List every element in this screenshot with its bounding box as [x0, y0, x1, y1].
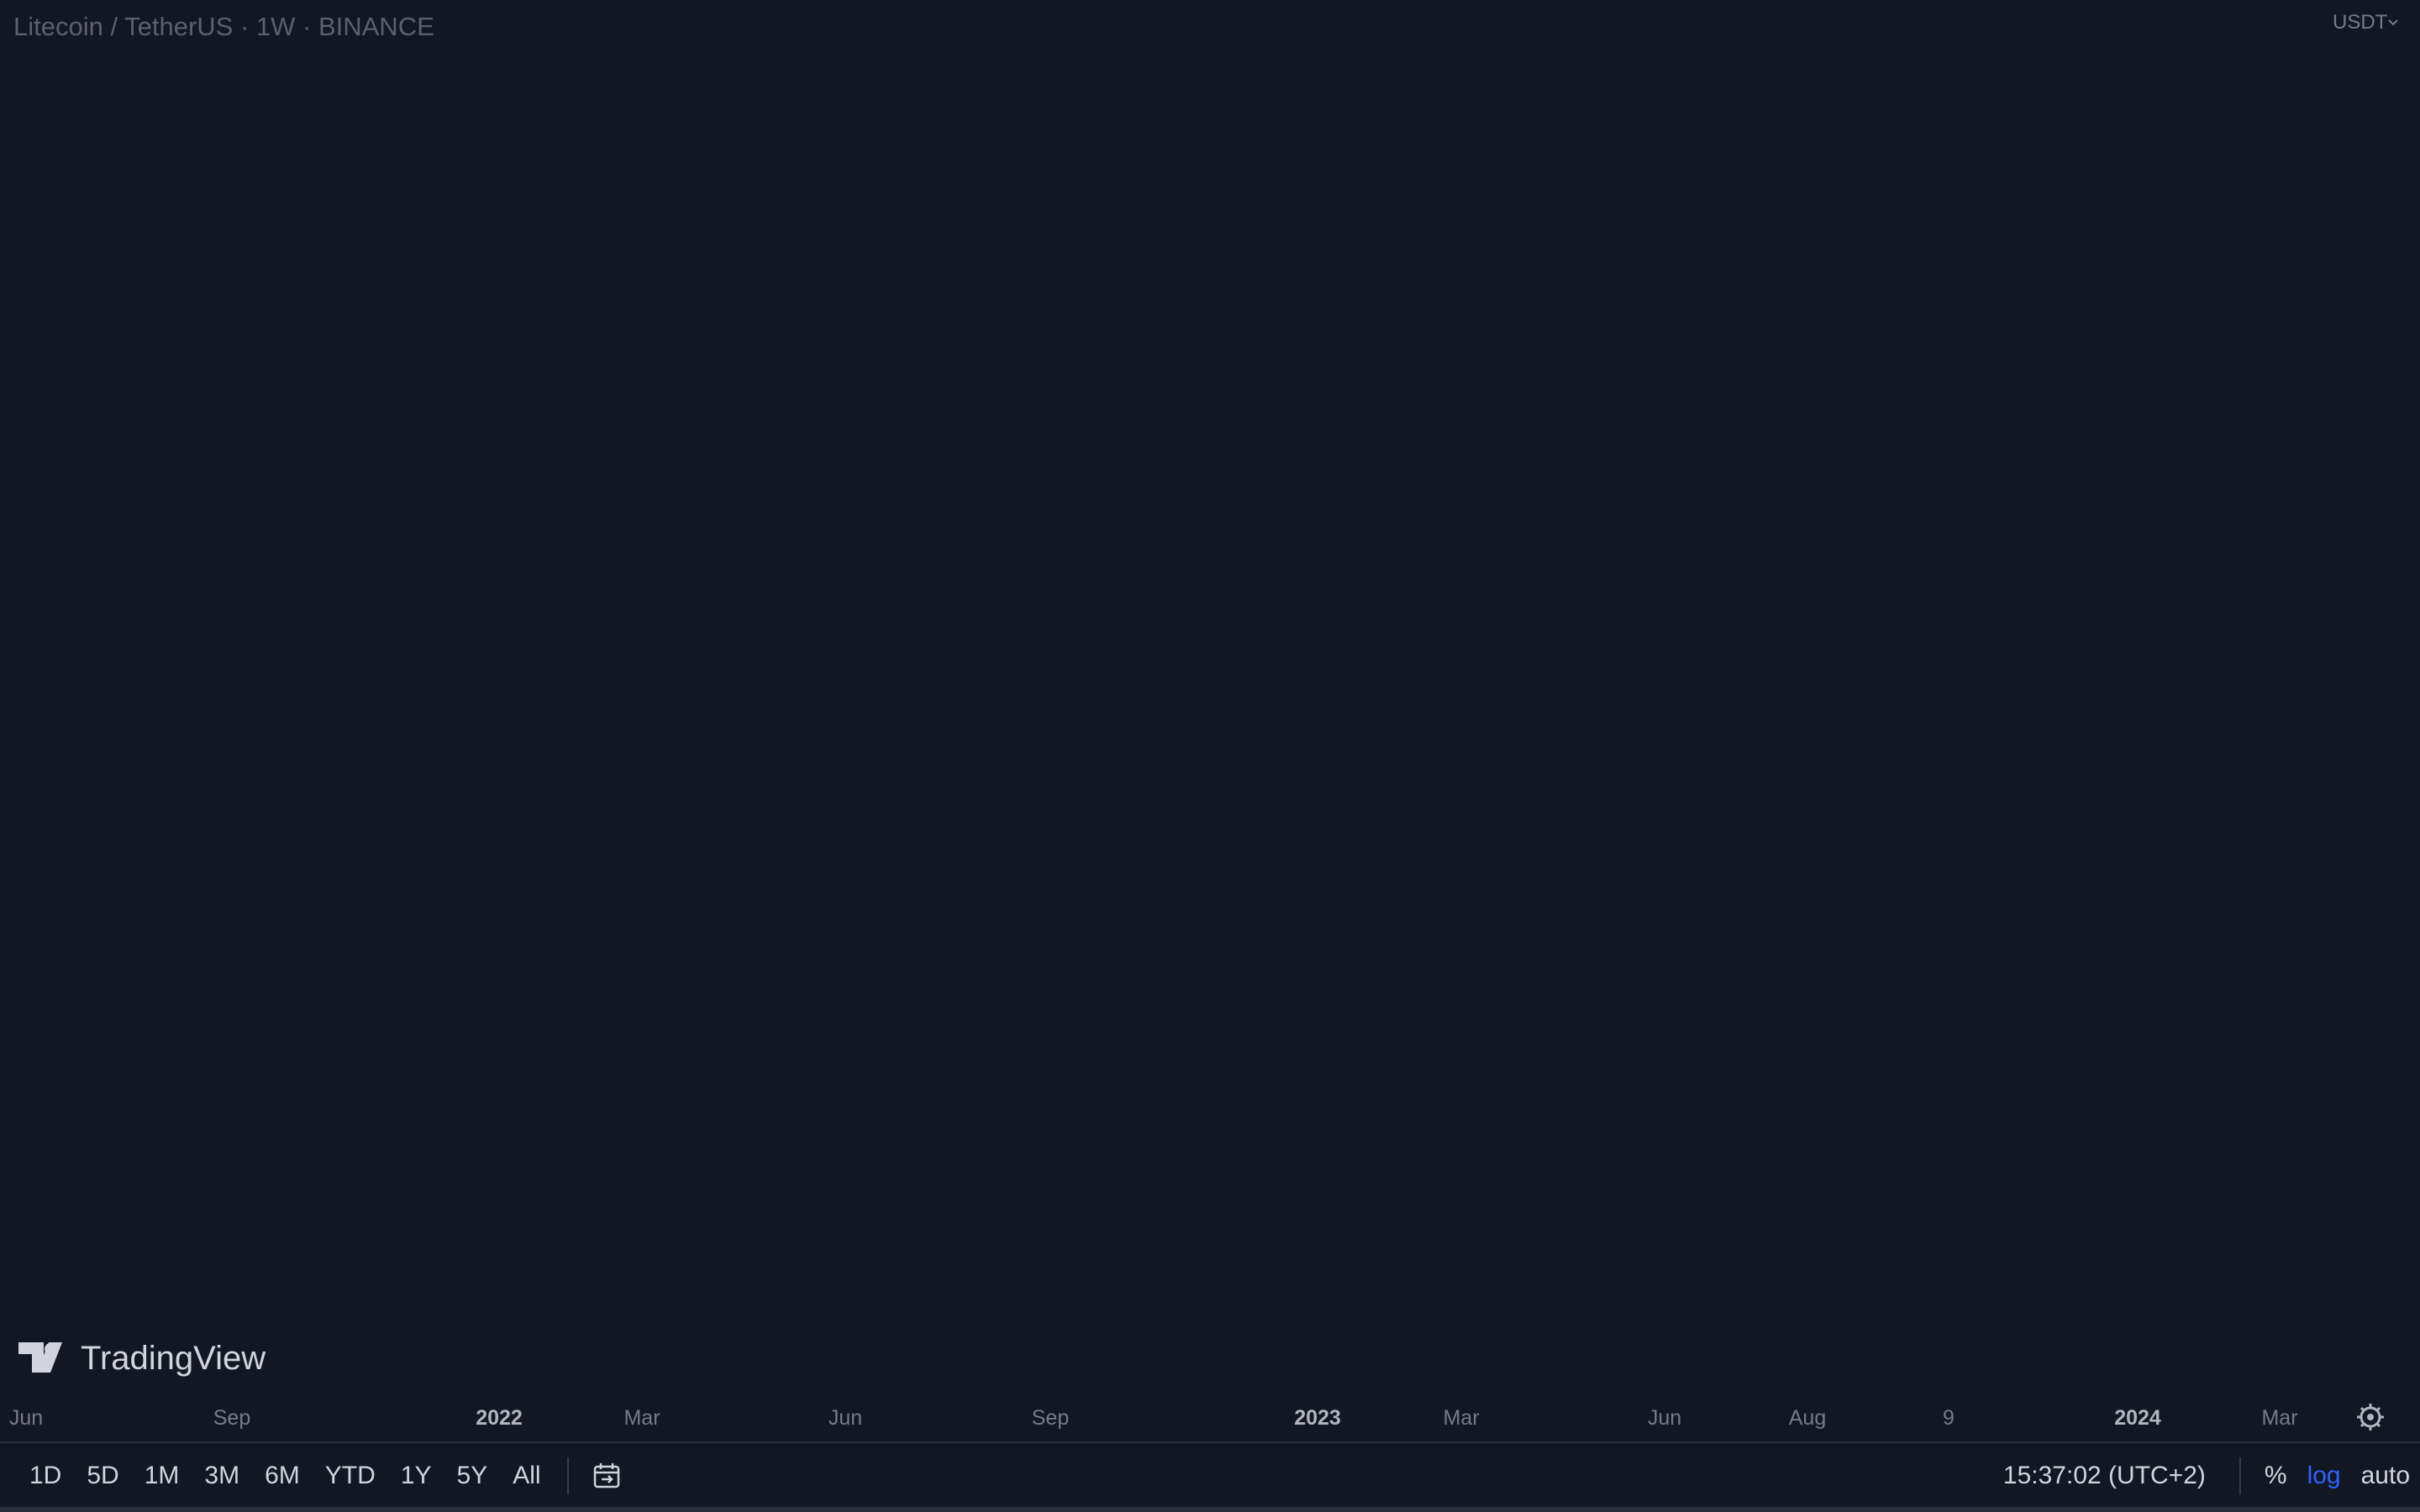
time-axis[interactable]: Jun Sep 2022 Mar Jun Sep 2023 Mar Jun Aug 9 2024 Mar: [9, 1404, 2384, 1431]
auto-toggle[interactable]: auto: [2360, 1462, 2410, 1489]
range-5y-button[interactable]: 5Y: [456, 1462, 488, 1489]
range-ytd-button[interactable]: YTD: [324, 1462, 376, 1489]
toolbar-divider: [2238, 1457, 2241, 1494]
bottom-strip: [0, 1507, 2420, 1512]
time-tick-label: Aug: [1789, 1406, 1826, 1430]
range-5d-button[interactable]: 5D: [87, 1462, 119, 1489]
toolbar-divider: [566, 1457, 569, 1494]
time-tick-label: 2024: [2114, 1406, 2161, 1430]
range-all-button[interactable]: All: [513, 1462, 541, 1489]
range-1d-button[interactable]: 1D: [29, 1462, 62, 1489]
time-tick-label: Sep: [1032, 1406, 1069, 1430]
range-3m-button[interactable]: 3M: [204, 1462, 240, 1489]
time-tick-label: 2022: [476, 1406, 523, 1430]
currency-label[interactable]: USDT: [2333, 11, 2388, 34]
clock[interactable]: 15:37:02 (UTC+2): [2002, 1462, 2206, 1489]
symbol-title[interactable]: Litecoin / TetherUS · 1W · BINANCE: [13, 12, 434, 41]
time-tick-label: Jun: [829, 1406, 862, 1430]
time-tick-label: Mar: [1443, 1406, 1479, 1430]
tradingview-logo-dot: [45, 1343, 56, 1355]
chevron-down-icon[interactable]: [2388, 19, 2398, 26]
time-tick-label: Jun: [9, 1406, 43, 1430]
range-1y-button[interactable]: 1Y: [400, 1462, 432, 1489]
time-tick-label: Mar: [623, 1406, 660, 1430]
tradingview-wordmark: TradingView: [81, 1340, 266, 1377]
log-toggle[interactable]: log: [2307, 1462, 2341, 1489]
time-tick-label: Jun: [1648, 1406, 1681, 1430]
range-6m-button[interactable]: 6M: [265, 1462, 300, 1489]
time-tick-label: Mar: [2261, 1406, 2297, 1430]
gear-icon[interactable]: [2357, 1404, 2384, 1431]
tradingview-logo[interactable]: TradingView: [18, 1340, 266, 1377]
range-1m-button[interactable]: 1M: [144, 1462, 180, 1489]
time-tick-label: 2023: [1294, 1406, 1341, 1430]
time-tick-label: 9: [1943, 1406, 1954, 1430]
percent-toggle[interactable]: %: [2264, 1462, 2287, 1489]
bottom-toolbar: 1D 5D 1M 3M 6M YTD 1Y 5Y All 15:37:02 (U…: [0, 1441, 2420, 1509]
calendar-goto-icon[interactable]: [592, 1462, 621, 1490]
price-axis[interactable]: USDT 155.00145.00137.00129.00121.00113.0…: [2333, 0, 2400, 34]
time-tick-label: Sep: [213, 1406, 250, 1430]
